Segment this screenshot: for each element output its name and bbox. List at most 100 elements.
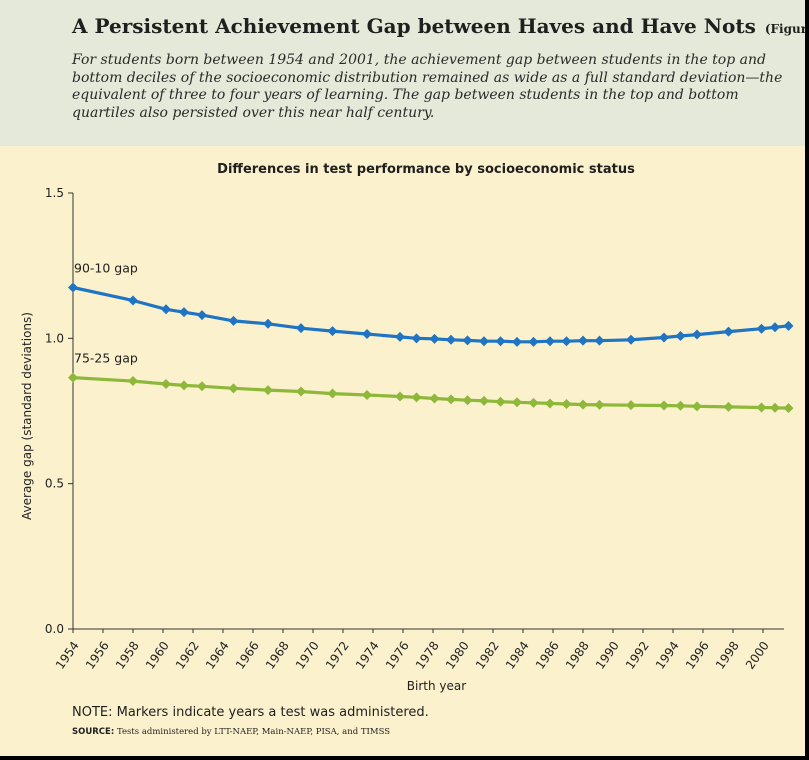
marker-90-10 [161,304,171,315]
x-tick-label: 1978 [413,639,442,672]
x-tick-label: 1992 [623,639,652,672]
marker-90-10 [675,331,686,342]
marker-90-10 [462,335,473,346]
marker-90-10 [296,323,306,334]
marker-90-10 [411,333,422,344]
x-tick-label: 1998 [713,639,742,672]
marker-90-10 [528,336,539,347]
marker-75-25 [626,400,636,411]
marker-75-25 [723,401,734,412]
chart-source: SOURCE: Tests administered by LTT-NAEP, … [72,727,390,737]
x-tick-label: 1970 [293,639,322,672]
marker-90-10 [395,331,405,342]
marker-75-25 [783,403,794,414]
y-tick-label: 0.0 [45,622,64,636]
marker-75-25 [659,400,669,411]
y-axis-title: Average gap (standard deviations) [20,312,34,520]
x-tick-label: 1990 [593,639,622,672]
x-tick-label: 1996 [683,639,712,672]
marker-90-10 [659,332,669,343]
x-tick-label: 1958 [113,639,142,672]
marker-90-10 [327,326,338,337]
x-tick-label: 1954 [53,639,82,672]
marker-90-10 [263,318,273,329]
marker-90-10 [578,335,588,346]
title-text: A Persistent Achievement Gap between Hav… [72,14,756,38]
marker-75-25 [429,393,440,404]
marker-75-25 [228,383,239,394]
marker-75-25 [446,394,456,405]
x-tick-label: 1956 [83,639,112,672]
x-tick-label: 1964 [203,639,232,672]
marker-75-25 [179,380,189,391]
marker-90-10 [446,334,456,345]
marker-75-25 [528,397,539,408]
y-tick-label: 1.5 [45,186,64,200]
x-tick-label: 1974 [353,639,382,672]
subtitle: For students born between 1954 and 2001,… [72,52,783,121]
marker-75-25 [594,399,605,410]
figure-tag: (Figure 1) [764,22,805,36]
marker-90-10 [362,328,372,339]
marker-90-10 [228,315,239,326]
x-tick-label: 1984 [503,639,532,672]
marker-90-10 [179,307,189,318]
marker-75-25 [161,378,171,389]
marker-90-10 [429,333,440,344]
marker-90-10 [197,310,207,321]
source-text: Tests administered by LTT-NAEP, Main-NAE… [116,727,391,737]
x-tick-label: 1982 [473,639,502,672]
x-tick-label: 1962 [173,639,202,672]
marker-75-25 [770,402,780,413]
marker-90-10 [692,329,702,340]
marker-90-10 [770,322,780,333]
marker-75-25 [512,397,522,408]
marker-90-10 [512,336,522,347]
marker-75-25 [68,372,78,383]
header-panel: A Persistent Achievement Gap between Hav… [0,0,805,146]
x-tick-label: 1988 [563,639,592,672]
marker-75-25 [578,399,588,410]
marker-90-10 [495,336,506,347]
marker-75-25 [561,399,572,410]
marker-75-25 [263,385,273,396]
series-label-90-10: 90-10 gap [74,260,138,275]
marker-75-25 [692,401,702,412]
marker-75-25 [327,388,338,399]
marker-90-10 [128,295,138,306]
x-tick-label: 1968 [263,639,292,672]
x-tick-label: 1960 [143,639,172,672]
chart-note: NOTE: Markers indicate years a test was … [72,705,429,720]
marker-75-25 [362,390,372,401]
chart-title: Differences in test performance by socio… [217,162,635,177]
x-tick-label: 1986 [533,639,562,672]
marker-90-10 [626,334,636,345]
marker-90-10 [68,282,78,293]
marker-75-25 [296,386,306,397]
marker-75-25 [462,395,473,406]
marker-75-25 [395,391,405,402]
marker-75-25 [197,381,207,392]
marker-75-25 [756,402,767,413]
y-tick-label: 1.0 [45,331,64,345]
marker-75-25 [545,398,555,409]
marker-75-25 [128,376,138,387]
x-axis-title: Birth year [407,679,466,693]
x-tick-label: 1966 [233,639,262,672]
marker-90-10 [594,335,605,346]
marker-75-25 [675,400,686,411]
marker-90-10 [783,320,794,331]
x-tick-label: 2000 [743,639,772,672]
marker-90-10 [561,336,572,347]
y-tick-label: 0.5 [45,477,64,491]
marker-90-10 [479,336,489,347]
source-label: SOURCE: [72,727,115,737]
marker-90-10 [756,323,767,334]
marker-75-25 [495,396,506,407]
series-label-75-25: 75-25 gap [74,351,138,366]
page-title: A Persistent Achievement Gap between Hav… [72,14,805,38]
marker-75-25 [479,395,489,406]
x-tick-label: 1980 [443,639,472,672]
